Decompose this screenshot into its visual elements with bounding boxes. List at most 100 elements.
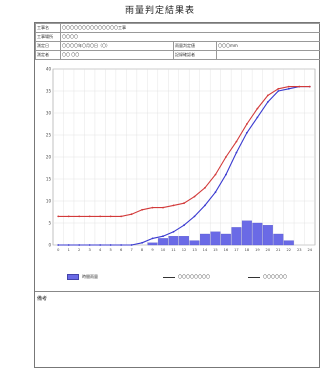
series-point-1 <box>256 116 259 119</box>
series-point-1 <box>183 224 185 227</box>
rain-bar <box>168 236 179 246</box>
info-row-person: 測定者 〇〇 〇〇 記録確認者 <box>35 50 320 60</box>
checker-label: 記録確認者 <box>173 50 217 60</box>
rain-bar <box>231 227 242 246</box>
x-tick-label: 13 <box>192 248 197 252</box>
series-point-2 <box>151 206 154 209</box>
series-point-2 <box>67 215 70 218</box>
document-title: 雨量判定結果表 <box>124 6 195 16</box>
series-point-1 <box>266 101 269 103</box>
date-label: 測定日 <box>35 41 61 51</box>
rain-bar <box>158 238 169 246</box>
series-point-2 <box>235 140 238 143</box>
series-point-1 <box>162 235 164 238</box>
x-tick-label: 7 <box>130 248 132 252</box>
series-point-1 <box>214 191 217 194</box>
series-point-1 <box>67 244 70 246</box>
x-tick-label: 3 <box>89 248 91 252</box>
rainfall-chart: 0 5 10 15 20 25 30 35 40 0 1 2 3 4 5 6 7 8 9 10 11 12 13 14 15 16… <box>35 63 320 268</box>
rain-bar <box>210 231 221 246</box>
info-row-date: 測定日 〇〇〇〇年〇月〇日（〇） 雨量判定値 〇〇〇mm <box>35 41 320 51</box>
series-point-2 <box>277 87 280 90</box>
series-point-2 <box>287 85 290 88</box>
y-tick-label: 15 <box>46 177 52 182</box>
series-point-2 <box>78 215 81 218</box>
remarks-label: 備考 <box>37 296 48 302</box>
date-value: 〇〇〇〇年〇月〇日（〇） <box>60 41 174 51</box>
series-point-2 <box>162 206 164 209</box>
series-point-1 <box>235 151 238 154</box>
rain-bar <box>273 233 284 246</box>
series-point-1 <box>78 244 81 246</box>
series-point-1 <box>109 244 112 246</box>
location-value: 〇〇〇〇 <box>60 32 320 42</box>
x-tick-label: 5 <box>109 248 111 252</box>
info-table: 工事名 〇〇〇〇〇〇〇〇〇〇〇〇〇〇工事 工事場所 〇〇〇〇 測定日 〇〇〇〇年… <box>35 23 320 60</box>
x-tick-label: 2 <box>78 248 80 252</box>
x-tick-label: 16 <box>224 248 229 252</box>
y-tick-label: 20 <box>46 155 52 160</box>
series-point-2 <box>172 204 175 207</box>
y-tick-label: 25 <box>46 133 52 138</box>
x-tick-label: 4 <box>99 248 102 252</box>
legend-line2-label: 〇〇〇〇〇〇 <box>263 274 287 279</box>
rain-bar <box>283 240 294 246</box>
result-sheet: 工事名 〇〇〇〇〇〇〇〇〇〇〇〇〇〇工事 工事場所 〇〇〇〇 測定日 〇〇〇〇年… <box>34 22 320 368</box>
y-tick-label: 0 <box>48 243 51 248</box>
series-point-2 <box>120 215 123 218</box>
x-tick-label: 14 <box>203 248 208 252</box>
rain-bar <box>252 222 263 246</box>
rain-bar <box>189 240 200 246</box>
series-point-1 <box>151 237 154 240</box>
series-point-2 <box>109 215 112 218</box>
x-tick-label: 23 <box>297 248 302 252</box>
series-point-1 <box>225 173 227 176</box>
legend-line1-label: 〇〇〇〇〇〇〇〇 <box>178 274 210 279</box>
y-tick-label: 5 <box>48 221 51 226</box>
rain-bar <box>147 242 158 246</box>
y-tick-label: 30 <box>46 111 52 116</box>
series-point-1 <box>120 244 123 246</box>
info-row-project: 工事名 〇〇〇〇〇〇〇〇〇〇〇〇〇〇工事 <box>35 23 320 33</box>
x-tick-label: 9 <box>151 248 154 252</box>
series-point-1 <box>245 131 248 134</box>
chart-legend: 時間雨量 〇〇〇〇〇〇〇〇 〇〇〇〇〇〇 <box>53 271 313 283</box>
series-point-2 <box>130 213 133 216</box>
series-point-1 <box>277 90 280 92</box>
rain-bar <box>199 233 210 246</box>
legend-bar-label: 時間雨量 <box>82 274 98 279</box>
series-point-2 <box>214 173 217 176</box>
series-point-1 <box>193 215 196 218</box>
x-tick-label: 24 <box>307 248 312 252</box>
series-point-1 <box>57 244 60 246</box>
x-tick-label: 0 <box>57 248 60 252</box>
measurer-value: 〇〇 〇〇 <box>60 50 174 60</box>
series-point-2 <box>204 186 206 189</box>
rain-bar <box>262 225 273 246</box>
x-tick-label: 21 <box>276 248 281 252</box>
legend-line2-swatch <box>248 277 260 278</box>
info-row-location: 工事場所 〇〇〇〇 <box>35 32 320 42</box>
series-point-1 <box>204 204 206 207</box>
rain-bar <box>241 220 252 246</box>
threshold-label: 雨量判定値 <box>173 41 217 51</box>
y-tick-label: 35 <box>46 89 52 94</box>
remarks-divider <box>35 291 320 292</box>
series-point-2 <box>266 94 269 97</box>
rain-bar <box>220 233 231 246</box>
x-tick-label: 17 <box>234 248 239 252</box>
x-tick-label: 20 <box>266 248 271 252</box>
measurer-label: 測定者 <box>35 50 61 60</box>
series-point-2 <box>99 215 102 218</box>
x-tick-label: 12 <box>182 248 187 252</box>
series-point-1 <box>287 87 290 90</box>
series-point-2 <box>245 123 248 125</box>
series-point-2 <box>298 85 301 88</box>
rain-bar <box>179 236 189 246</box>
legend-bar-swatch <box>67 274 79 280</box>
x-tick-label: 18 <box>245 248 250 252</box>
series-point-2 <box>193 195 196 198</box>
series-point-1 <box>172 230 175 233</box>
series-point-1 <box>130 244 133 246</box>
series-point-2 <box>88 215 91 218</box>
